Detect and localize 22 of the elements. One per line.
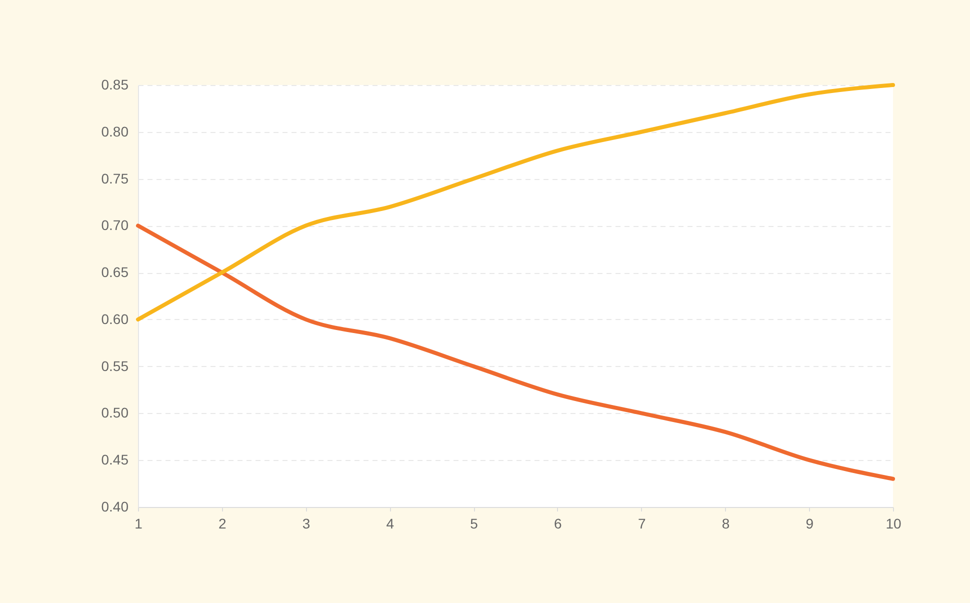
line-series [136, 224, 895, 481]
x-tick-label: 8 [722, 516, 730, 532]
x-tick-label: 4 [386, 516, 394, 532]
x-tick-label: 5 [470, 516, 478, 532]
y-tick-label: 0.70 [101, 217, 129, 234]
x-tick-label: 1 [134, 516, 143, 532]
x-tick-label: 2 [218, 516, 226, 532]
y-tick-label: 0.75 [101, 170, 129, 186]
line-series [136, 83, 895, 322]
x-tick-label: 9 [806, 516, 814, 532]
y-tick-label: 0.40 [101, 498, 129, 514]
y-tick-label: 0.80 [101, 123, 129, 140]
x-tick-label: 3 [302, 516, 310, 532]
y-tick-label: 0.60 [101, 310, 129, 327]
x-tick-label: 6 [554, 516, 562, 532]
y-tick-label: 0.50 [101, 404, 129, 421]
y-tick-label: 0.65 [101, 264, 129, 280]
y-tick-label: 0.55 [101, 358, 129, 374]
x-tick-label: 10 [886, 516, 902, 532]
y-tick-label: 0.45 [101, 452, 129, 468]
x-tick-label: 7 [638, 516, 646, 532]
y-tick-label: 0.85 [101, 76, 129, 92]
